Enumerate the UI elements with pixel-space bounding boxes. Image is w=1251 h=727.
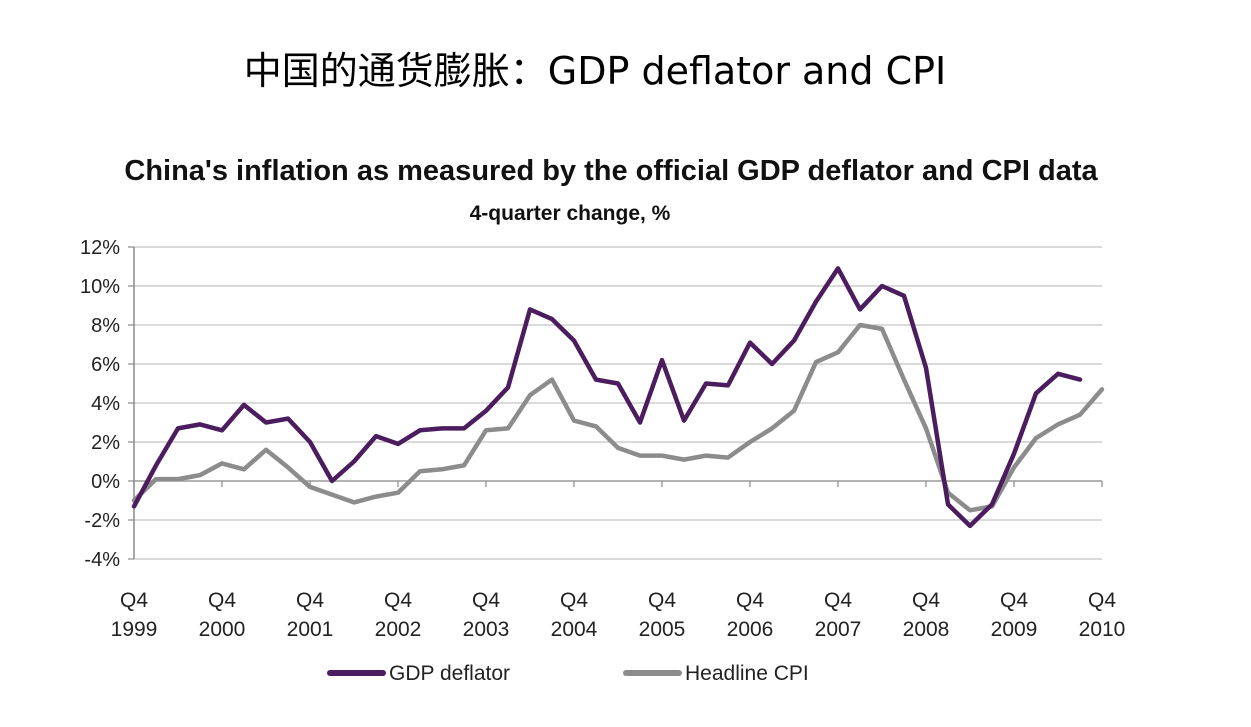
x-tick-label-year: 2008 xyxy=(903,618,950,641)
slide-title: 中国的通货膨胀：GDP deflator and CPI xyxy=(243,49,947,93)
x-tick-label-year: 2001 xyxy=(287,618,334,641)
x-tick-label-quarter: Q4 xyxy=(824,589,852,612)
y-tick-label: -2% xyxy=(84,510,120,532)
legend-label-gdp-deflator: GDP deflator xyxy=(389,662,510,685)
x-tick-label-year: 2005 xyxy=(639,618,686,641)
x-tick-label-quarter: Q4 xyxy=(648,589,676,612)
x-tick-label-quarter: Q4 xyxy=(120,589,148,612)
x-tick-label-year: 1999 xyxy=(111,618,158,641)
x-tick-label-year: 2003 xyxy=(463,618,510,641)
x-tick-label-quarter: Q4 xyxy=(736,589,764,612)
chart-title: China's inflation as measured by the off… xyxy=(124,155,1098,187)
x-tick-label-quarter: Q4 xyxy=(912,589,940,612)
y-axis-ticks: -4% -2% 0% 2% 4% 6% 8% 10% 12% xyxy=(80,237,134,571)
y-tick-label: -4% xyxy=(84,549,120,571)
legend-label-headline-cpi: Headline CPI xyxy=(685,662,809,685)
x-tick-label-year: 2006 xyxy=(727,618,774,641)
x-tick-label-quarter: Q4 xyxy=(296,589,324,612)
chart-subtitle: 4-quarter change, % xyxy=(469,202,671,225)
series-line-headline-cpi xyxy=(131,322,1105,513)
x-tick-label-quarter: Q4 xyxy=(1000,589,1028,612)
series-lines xyxy=(131,266,1105,529)
y-tick-label: 2% xyxy=(91,432,120,454)
x-tick-label-quarter: Q4 xyxy=(1088,589,1116,612)
series-line-gdp-deflator xyxy=(131,266,1083,529)
y-tick-label: 12% xyxy=(80,237,120,259)
x-tick-label-year: 2007 xyxy=(815,618,862,641)
legend: GDP deflator Headline CPI xyxy=(327,662,809,685)
y-tick-label: 10% xyxy=(80,276,120,298)
x-tick-label-quarter: Q4 xyxy=(560,589,588,612)
y-tick-label: 0% xyxy=(91,471,120,493)
gridlines xyxy=(134,246,1102,560)
x-tick-label-year: 2002 xyxy=(375,618,422,641)
y-tick-label: 8% xyxy=(91,315,120,337)
x-axis-ticks: Q4 1999 Q4 2000 Q4 2001 Q4 2002 Q4 2003 Q4 2004 Q4 20… xyxy=(111,481,1126,641)
x-tick-label-year: 2010 xyxy=(1079,618,1126,641)
x-tick-label-year: 2000 xyxy=(199,618,246,641)
x-tick-label-quarter: Q4 xyxy=(208,589,236,612)
y-tick-label: 4% xyxy=(91,393,120,415)
x-tick-label-year: 2009 xyxy=(991,618,1038,641)
x-tick-label-quarter: Q4 xyxy=(384,589,412,612)
x-tick-label-quarter: Q4 xyxy=(472,589,500,612)
y-tick-label: 6% xyxy=(91,354,120,376)
x-tick-label-year: 2004 xyxy=(551,618,598,641)
